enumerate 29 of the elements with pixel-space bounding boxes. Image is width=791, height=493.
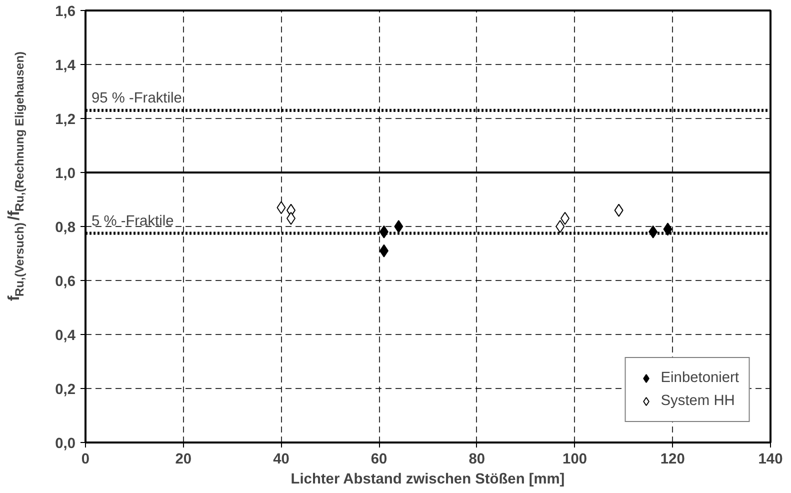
- x-tick-label: 20: [175, 452, 192, 468]
- x-tick-label: 40: [273, 452, 290, 468]
- x-tick-label: 60: [370, 452, 388, 468]
- point: [394, 220, 404, 233]
- ref-line-label: 5 % -Fraktile: [92, 213, 174, 230]
- x-tick-label: 140: [758, 452, 783, 468]
- y-tick-label: 0,6: [55, 274, 76, 290]
- y-tick-label: 0,4: [55, 328, 76, 344]
- x-tick-label: 80: [468, 452, 486, 468]
- point: [614, 204, 624, 217]
- y-axis-title: fRu,(Versuch)/fRu,(Rechnung Eligehausen): [6, 51, 26, 301]
- y-tick-label: 1,4: [55, 58, 76, 74]
- point: [663, 222, 672, 236]
- y-tick-label: 1,2: [55, 112, 76, 128]
- ref-line-label: 95 % -Fraktile: [92, 90, 182, 106]
- legend-label: Einbetoniert: [660, 370, 739, 386]
- y-tick-label: 1,0: [55, 166, 76, 182]
- y-tick-label: 0,2: [55, 382, 76, 398]
- x-tick-label: 0: [81, 452, 90, 468]
- x-axis-title: Lichter Abstand zwischen Stößen [mm]: [290, 472, 565, 488]
- y-tick-label: 0,0: [55, 436, 76, 452]
- point: [379, 244, 388, 258]
- y-tick-label: 1,6: [55, 4, 76, 20]
- point: [556, 220, 565, 233]
- y-tick-label: 0,8: [55, 220, 76, 236]
- legend-label: System HH: [660, 393, 735, 409]
- x-tick-label: 120: [660, 452, 685, 468]
- point: [276, 201, 286, 214]
- x-tick-label: 100: [562, 452, 588, 468]
